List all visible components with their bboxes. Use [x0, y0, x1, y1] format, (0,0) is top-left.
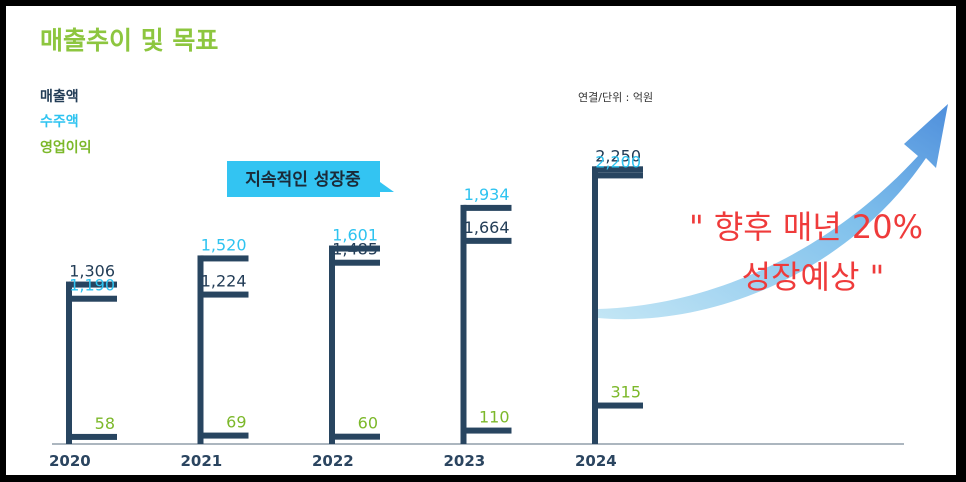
data-label-1-2020: 1,190 — [69, 276, 115, 295]
value-tick-1-2024 — [595, 172, 643, 179]
unit-note: 연결/단위 : 억원 — [578, 91, 653, 104]
chart-title: 매출추이 및 목표 — [40, 26, 218, 55]
data-label-2-2022: 60 — [358, 414, 378, 433]
value-tick-2-2024 — [595, 402, 643, 409]
data-label-1-2023: 1,934 — [464, 185, 510, 204]
value-tick-0-2022 — [332, 259, 380, 266]
bar-stem-2023 — [460, 204, 467, 444]
value-tick-0-2024 — [595, 166, 643, 173]
x-tick-label-2022: 2022 — [312, 452, 354, 470]
chart-panel: 매출추이 및 목표 매출액 수주액 영업이익 연결/단위 : 억원 지속적인 성… — [6, 6, 956, 475]
x-tick-label-2023: 2023 — [444, 452, 486, 470]
legend-profit: 영업이익 — [40, 139, 92, 156]
legend: 매출액 수주액 영업이익 — [40, 88, 92, 156]
legend-revenue: 매출액 — [40, 88, 79, 105]
data-label-1-2021: 1,520 — [201, 235, 247, 254]
growth-callout: " 향후 매년 20% 성장예상 " — [689, 208, 923, 296]
value-tick-1-2023 — [463, 204, 512, 211]
value-tick-1-2021 — [200, 255, 249, 262]
data-label-1-2024: 2,200 — [595, 152, 641, 171]
value-tick-2-2022 — [332, 433, 380, 440]
legend-orders: 수주액 — [40, 113, 79, 130]
data-label-1-2022: 1,601 — [332, 226, 378, 245]
value-tick-1-2020 — [69, 295, 117, 302]
bar-stem-2022 — [329, 245, 335, 444]
value-tick-2-2023 — [463, 427, 512, 434]
bar-stem-2021 — [197, 255, 204, 444]
data-label-0-2024: 2,250 — [595, 146, 641, 165]
data-label-0-2021: 1,224 — [201, 272, 247, 291]
growth-badge: 지속적인 성장중 — [227, 161, 394, 197]
x-tick-label-2021: 2021 — [181, 452, 223, 470]
chart-canvas: 매출추이 및 목표 매출액 수주액 영업이익 연결/단위 : 억원 지속적인 성… — [40, 26, 948, 470]
badge-shape — [227, 161, 394, 197]
value-tick-0-2021 — [200, 291, 249, 298]
callout-line-1: " 향후 매년 20% — [689, 208, 923, 246]
value-tick-0-2023 — [463, 237, 512, 244]
data-label-2-2024: 315 — [610, 383, 641, 402]
data-label-0-2020: 1,306 — [69, 262, 115, 281]
bar-stem-2020 — [66, 281, 72, 444]
data-label-2-2021: 69 — [226, 413, 246, 432]
bar-stem-2024 — [592, 166, 598, 444]
growth-arrow — [598, 104, 948, 320]
value-tick-2-2020 — [69, 433, 117, 440]
data-label-2-2023: 110 — [479, 408, 510, 427]
value-tick-2-2021 — [200, 432, 249, 439]
data-label-0-2023: 1,664 — [464, 218, 510, 237]
data-label-2-2020: 58 — [95, 414, 115, 433]
value-tick-0-2020 — [69, 281, 117, 288]
x-tick-label-2024: 2024 — [575, 452, 617, 470]
badge-label: 지속적인 성장중 — [245, 170, 361, 190]
x-tick-label-2020: 2020 — [49, 452, 91, 470]
value-tick-1-2022 — [332, 245, 380, 252]
callout-line-2: 성장예상 " — [742, 258, 885, 296]
chart-marks: 1,3061,1905820201,2241,5206920211,4851,6… — [49, 146, 643, 470]
